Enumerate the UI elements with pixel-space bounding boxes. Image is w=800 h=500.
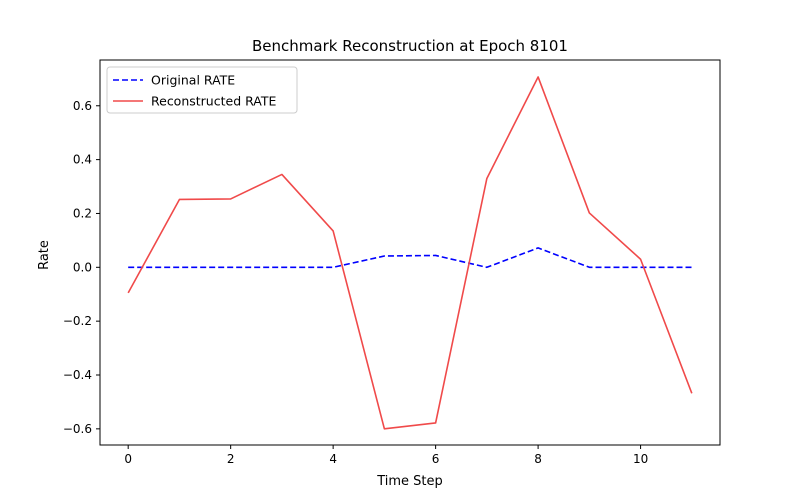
legend-box — [106, 66, 298, 114]
y-axis-label: Rate — [37, 240, 52, 270]
x-axis: 0 2 4 6 8 10 — [124, 445, 648, 466]
x-axis-label: Time Step — [376, 474, 443, 489]
x-tick-label: 0 — [124, 452, 132, 466]
x-tick-label: 6 — [432, 452, 440, 466]
legend-label: Original RATE — [151, 73, 235, 88]
legend-label: Reconstructed RATE — [151, 94, 276, 109]
series-line-1 — [128, 247, 692, 269]
series-line-2 — [127, 76, 693, 430]
y-tick-label: −0.4 — [63, 368, 92, 382]
axes-frame — [99, 59, 721, 446]
x-tick-label: 2 — [227, 452, 235, 466]
y-axis: −0.6 −0.4 −0.2 0.0 0.2 0.4 0.6 — [63, 99, 100, 436]
y-tick-label: 0.4 — [73, 153, 92, 167]
x-tick-label: 8 — [534, 452, 542, 466]
y-tick-label: −0.6 — [63, 422, 92, 436]
y-tick-label: 0.0 — [73, 260, 92, 274]
y-tick-label: 0.2 — [73, 206, 92, 220]
y-tick-label: −0.2 — [63, 314, 92, 328]
x-tick-label: 4 — [329, 452, 337, 466]
y-tick-label: 0.6 — [73, 99, 92, 113]
plot-area — [99, 59, 721, 446]
legend: Original RATE Reconstructed RATE — [106, 66, 298, 114]
chart-title: Benchmark Reconstruction at Epoch 8101 — [252, 37, 568, 55]
x-tick-label: 10 — [633, 452, 648, 466]
